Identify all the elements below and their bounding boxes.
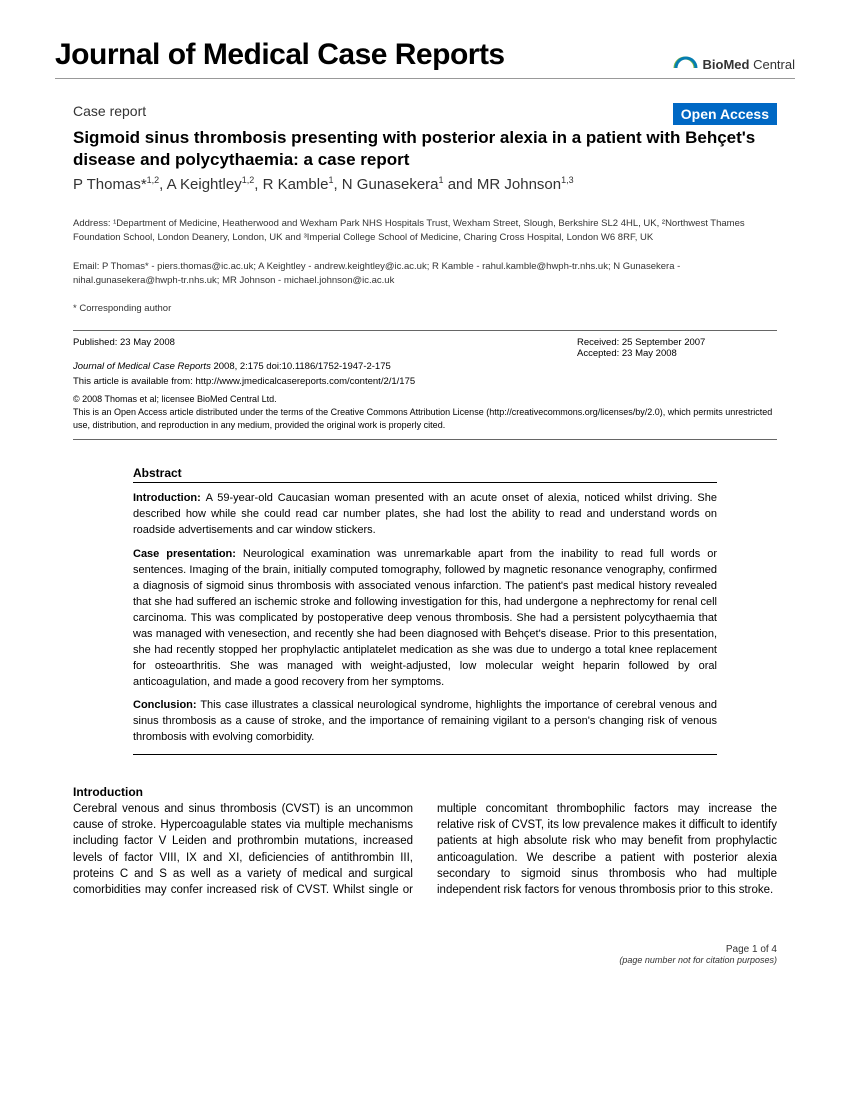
license-block: © 2008 Thomas et al; licensee BioMed Cen… <box>73 393 777 440</box>
publisher-logo: BioMed Central <box>671 50 796 72</box>
abstract-heading: Abstract <box>133 466 717 480</box>
author-list: P Thomas*1,2, A Keightley1,2, R Kamble1,… <box>73 175 777 193</box>
received-date: Received: 25 September 2007 <box>577 337 777 348</box>
published-date: Published: 23 May 2008 <box>73 337 577 359</box>
abstract-introduction: Introduction: A 59-year-old Caucasian wo… <box>133 491 717 539</box>
publication-dates: Published: 23 May 2008 Received: 25 Sept… <box>73 330 777 359</box>
open-access-badge: Open Access <box>673 103 777 125</box>
introduction-heading: Introduction <box>73 785 777 799</box>
page-footer: Page 1 of 4 (page number not for citatio… <box>73 944 777 965</box>
journal-reference: Journal of Medical Case Reports 2008, 2:… <box>73 361 777 372</box>
page-header: Journal of Medical Case Reports BioMed C… <box>55 38 795 79</box>
introduction-body: Cerebral venous and sinus thrombosis (CV… <box>73 801 777 898</box>
publisher-suffix: Central <box>753 57 795 72</box>
publisher-name: BioMed <box>703 57 750 72</box>
copyright-line: © 2008 Thomas et al; licensee BioMed Cen… <box>73 393 777 406</box>
license-text: This is an Open Access article distribut… <box>73 406 777 431</box>
email-block: Email: P Thomas* - piers.thomas@ic.ac.uk… <box>73 260 777 289</box>
availability-link[interactable]: This article is available from: http://w… <box>73 376 777 387</box>
abstract-section: Abstract Introduction: A 59-year-old Cau… <box>133 466 717 755</box>
page-number: Page 1 of 4 <box>73 944 777 955</box>
abstract-conclusion: Conclusion: This case illustrates a clas… <box>133 698 717 746</box>
abstract-case-presentation: Case presentation: Neurological examinat… <box>133 547 717 690</box>
journal-title: Journal of Medical Case Reports <box>55 38 505 72</box>
article-title: Sigmoid sinus thrombosis presenting with… <box>73 127 777 171</box>
accepted-date: Accepted: 23 May 2008 <box>577 348 777 359</box>
logo-arc-icon <box>671 50 699 72</box>
page-number-note: (page number not for citation purposes) <box>73 955 777 965</box>
address-block: Address: ¹Department of Medicine, Heathe… <box>73 217 777 246</box>
article-type: Case report <box>73 103 146 119</box>
introduction-section: Introduction Cerebral venous and sinus t… <box>73 785 777 898</box>
corresponding-note: * Corresponding author <box>73 302 777 316</box>
